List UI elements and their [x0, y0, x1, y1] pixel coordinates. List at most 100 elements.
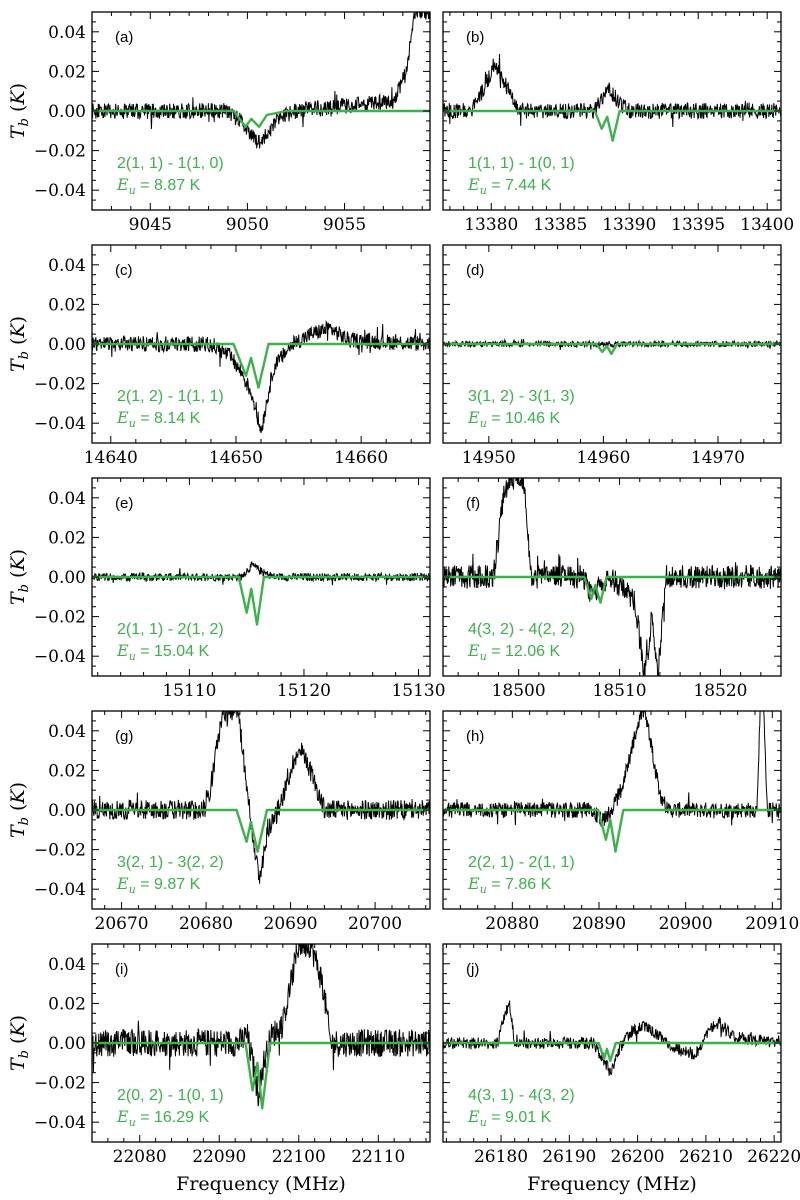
energy-label: Eu = 8.87 K [116, 175, 201, 197]
y-tick-label: 0.04 [48, 23, 86, 43]
y-axis-label: Tb (K) [7, 782, 32, 838]
model-spectrum-line [443, 575, 781, 604]
y-tick-label: 0.02 [48, 761, 86, 781]
energy-label: Eu = 12.06 K [467, 641, 561, 663]
chart-panel: 14640 14650 14660 −0.04 −0.02 0.00 0.02 0.04 Tb … [7, 244, 431, 468]
model-spectrum-line [92, 808, 430, 853]
chart-panel: 20880 20890 20900 20910 (h) 2(2, 1) - 2(1, 1)… [442, 710, 799, 934]
model-spectrum-line [92, 575, 430, 626]
x-tick-label: 15130 [391, 681, 445, 701]
x-tick-label: 14640 [84, 448, 138, 468]
energy-label: Eu = 7.44 K [467, 175, 552, 197]
x-tick-label: 22100 [272, 1147, 326, 1167]
panel-letter: (b) [466, 29, 484, 46]
x-tick-label: 13385 [533, 215, 587, 235]
x-tick-label: 22110 [351, 1147, 405, 1167]
chart-panel: 13380 13385 13390 13395 13400 (b) 1(1, 1) - 1(… [442, 11, 794, 235]
x-tick-label: 18520 [693, 681, 747, 701]
transition-label: 2(1, 1) - 1(1, 0) [117, 155, 224, 172]
x-tick-label: 9050 [226, 215, 269, 235]
y-tick-label: −0.02 [34, 841, 86, 861]
x-tick-label: 18500 [492, 681, 546, 701]
panel-letter: (f) [466, 495, 480, 512]
y-tick-label: −0.02 [34, 375, 86, 395]
transition-label: 2(2, 1) - 2(1, 1) [468, 854, 575, 871]
x-tick-label: 20890 [572, 914, 626, 934]
x-tick-label: 13395 [671, 215, 725, 235]
x-tick-label: 20900 [659, 914, 713, 934]
y-tick-label: 0.02 [48, 528, 86, 548]
y-tick-label: 0.00 [48, 568, 86, 588]
observed-spectrum-line [443, 1000, 781, 1076]
panel-letter: (j) [466, 961, 479, 978]
y-tick-label: 0.00 [48, 335, 86, 355]
y-tick-label: 0.04 [48, 256, 86, 276]
x-axis-label-left: Frequency (MHz) [176, 1173, 346, 1195]
x-tick-label: 26180 [474, 1147, 528, 1167]
y-tick-label: −0.04 [34, 414, 86, 434]
energy-label: Eu = 16.29 K [116, 1107, 210, 1129]
y-axis-label: Tb (K) [7, 1015, 32, 1071]
energy-label: Eu = 8.14 K [116, 408, 201, 430]
x-tick-label: 20690 [264, 914, 318, 934]
y-tick-label: −0.04 [34, 880, 86, 900]
chart-panel: 18500 18510 18520 (f) 4(3, 2) - 4(2, 2) Eu = … [442, 477, 782, 701]
y-tick-label: 0.00 [48, 1034, 86, 1054]
y-tick-label: 0.04 [48, 955, 86, 975]
observed-spectrum-line [443, 478, 781, 676]
energy-label: Eu = 9.87 K [116, 874, 201, 896]
transition-label: 2(0, 2) - 1(0, 1) [117, 1087, 224, 1104]
x-tick-label: 14650 [209, 448, 263, 468]
chart-panel: 22080 22090 22100 22110 −0.04 −0.02 0.00 0.02 0.… [7, 943, 431, 1167]
model-spectrum-line [443, 342, 781, 356]
observed-spectrum-line [92, 944, 430, 1107]
y-axis-label: Tb (K) [7, 549, 32, 605]
energy-label: Eu = 7.86 K [467, 874, 552, 896]
transition-label: 2(1, 1) - 2(1, 2) [117, 621, 224, 638]
x-tick-label: 13400 [740, 215, 794, 235]
panels-group: 9045 9050 9055 −0.04 −0.02 0.00 0.02 0.04 Tb (K)… [7, 11, 800, 1167]
x-tick-label: 13390 [602, 215, 656, 235]
transition-label: 3(1, 2) - 3(1, 3) [468, 388, 575, 405]
x-tick-label: 26220 [747, 1147, 800, 1167]
panel-letter: (g) [115, 728, 133, 745]
x-tick-label: 14970 [691, 448, 745, 468]
x-tick-label: 20910 [745, 914, 799, 934]
panel-letter: (h) [466, 728, 484, 745]
transition-label: 1(1, 1) - 1(0, 1) [468, 155, 575, 172]
x-tick-label: 20700 [348, 914, 402, 934]
x-tick-label: 15120 [277, 681, 331, 701]
x-tick-label: 26190 [542, 1147, 596, 1167]
transition-label: 4(3, 2) - 4(2, 2) [468, 621, 575, 638]
model-spectrum-line [92, 109, 430, 128]
y-tick-label: 0.02 [48, 62, 86, 82]
panel-letter: (a) [115, 29, 133, 46]
observed-spectrum-line [92, 711, 430, 884]
y-tick-label: 0.04 [48, 489, 86, 509]
energy-label: Eu = 15.04 K [116, 641, 210, 663]
x-tick-label: 14660 [334, 448, 388, 468]
x-tick-label: 20880 [485, 914, 539, 934]
observed-spectrum-line [92, 12, 430, 149]
x-tick-label: 15110 [162, 681, 216, 701]
x-tick-label: 20670 [95, 914, 149, 934]
panel-letter: (i) [115, 961, 128, 978]
observed-spectrum-line [443, 53, 781, 128]
y-tick-label: −0.04 [34, 181, 86, 201]
transition-label: 4(3, 1) - 4(3, 2) [468, 1087, 575, 1104]
model-spectrum-line [443, 109, 781, 142]
chart-panel: 9045 9050 9055 −0.04 −0.02 0.00 0.02 0.04 Tb (K)… [7, 11, 431, 235]
transition-label: 3(2, 1) - 3(2, 2) [117, 854, 224, 871]
x-tick-label: 9055 [323, 215, 366, 235]
model-spectrum-line [92, 342, 430, 389]
x-tick-label: 14950 [462, 448, 516, 468]
x-axis-label-right: Frequency (MHz) [527, 1173, 697, 1195]
chart-panel: 26180 26190 26200 26210 26220 (j) 4(3, 1) - 4(… [442, 943, 800, 1167]
y-tick-label: 0.02 [48, 994, 86, 1014]
panel-letter: (e) [115, 495, 133, 512]
panel-letter: (d) [466, 262, 484, 279]
y-tick-label: 0.00 [48, 801, 86, 821]
model-spectrum-line [443, 1041, 781, 1062]
model-spectrum-line [443, 808, 781, 853]
observed-spectrum-line [92, 561, 430, 586]
